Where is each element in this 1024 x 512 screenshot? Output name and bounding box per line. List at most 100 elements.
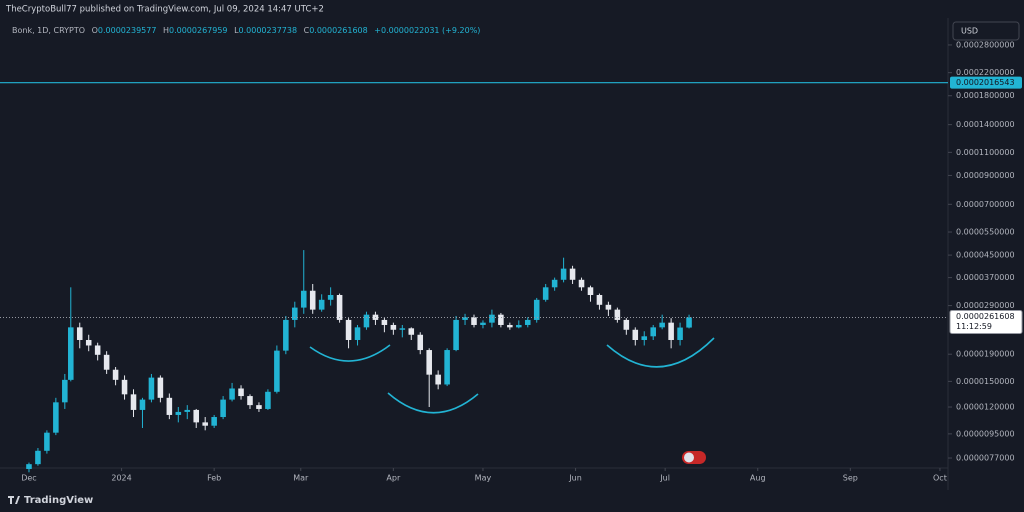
candle-body — [578, 279, 585, 288]
legend-change: +0.0000022031 (+9.20%) — [374, 26, 480, 35]
flag-icon — [684, 452, 694, 463]
candle-body — [68, 327, 74, 380]
candle-body — [166, 397, 173, 415]
x-tick-label: Feb — [207, 474, 221, 483]
candle-body — [300, 290, 307, 308]
candle-body — [26, 464, 32, 469]
candle-body — [453, 319, 459, 351]
price-label: 0.0000261608 — [956, 312, 1015, 321]
brand-logo — [8, 496, 20, 504]
x-tick-label: Dec — [21, 474, 36, 483]
candle-body — [44, 432, 50, 451]
y-tick-label: 0.0000550000 — [956, 228, 1015, 237]
candle-body — [632, 329, 639, 340]
candle-body — [85, 339, 92, 346]
event-flag — [682, 451, 706, 464]
candle-body — [345, 319, 352, 340]
candle-body — [480, 322, 486, 325]
candle-body — [112, 369, 119, 380]
candle-body — [336, 295, 343, 320]
candle-body — [569, 268, 576, 280]
candle-body — [533, 299, 540, 320]
candle-body — [435, 374, 441, 385]
candle-body — [193, 409, 200, 423]
x-tick-label: Mar — [293, 474, 309, 483]
x-tick-label: 2024 — [111, 474, 131, 483]
candle-body — [327, 295, 334, 300]
legend-label: C — [304, 26, 310, 35]
candle-body — [516, 324, 522, 328]
candle-body — [551, 279, 558, 288]
candle-body — [121, 379, 128, 395]
arc-annotation — [606, 337, 715, 368]
y-tick-label: 0.0000450000 — [956, 251, 1015, 260]
candle-body — [175, 411, 182, 415]
symbol: Bonk, 1D, CRYPTO — [12, 26, 85, 35]
candle-body — [650, 327, 656, 337]
candles — [26, 250, 692, 473]
legend-label: H — [163, 26, 169, 35]
candle-body — [596, 295, 603, 305]
candle-body — [462, 317, 468, 320]
legend-label: L — [234, 26, 239, 35]
y-tick-label: 0.0001800000 — [956, 91, 1015, 100]
candle-body — [542, 287, 549, 300]
candle-body — [659, 322, 665, 328]
candle-body — [76, 327, 83, 340]
candle-body — [587, 287, 594, 296]
candle-body — [157, 377, 164, 398]
brand: TradingView — [8, 495, 93, 506]
horizontal-line-label-box — [950, 76, 1022, 89]
candle-body — [489, 314, 495, 323]
candle-body — [283, 319, 289, 351]
currency-button[interactable] — [952, 21, 1020, 41]
candle-body — [524, 319, 531, 325]
candle-body — [292, 307, 298, 320]
y-tick-label: 0.0002200000 — [956, 68, 1015, 77]
legend-value: 0.0000261608 — [309, 26, 368, 35]
candle-body — [605, 304, 612, 310]
x-tick-label: May — [475, 474, 492, 483]
candle-body — [148, 377, 155, 400]
candle-body — [363, 314, 370, 328]
horizontal-line-label: 0.0002016543 — [956, 78, 1015, 87]
candle-body — [381, 319, 388, 325]
candle-body — [103, 354, 110, 370]
candle-body — [53, 402, 59, 433]
y-tick-label: 0.0000150000 — [956, 377, 1015, 386]
price-label-box — [949, 309, 1023, 334]
candle-body — [309, 290, 316, 310]
candle-body — [426, 350, 432, 375]
candle-body — [265, 391, 271, 409]
y-tick-label: 0.0002800000 — [956, 40, 1015, 49]
candle-body — [507, 324, 513, 328]
candle-body — [623, 319, 630, 330]
candle-body — [202, 422, 208, 426]
candle-body — [220, 399, 226, 418]
candle-body — [256, 405, 262, 409]
x-tick-label: Oct — [933, 474, 947, 483]
candle-body — [614, 309, 621, 320]
x-tick-label: Aug — [750, 474, 766, 483]
candle-body — [417, 334, 424, 351]
legend: Bonk, 1D, CRYPTO O0.0000239577 H0.000026… — [12, 26, 480, 35]
candle-body — [211, 417, 217, 426]
legend-value: 0.0000267959 — [169, 26, 228, 35]
candle-body — [94, 345, 101, 355]
legend-value: 0.0000237738 — [239, 26, 298, 35]
candle-body — [238, 388, 244, 397]
currency[interactable]: USD — [961, 27, 978, 36]
y-tick-label: 0.0001400000 — [956, 120, 1015, 129]
candle-body — [184, 409, 191, 412]
y-tick-label: 0.0000120000 — [956, 403, 1015, 412]
y-tick-label: 0.0000095000 — [956, 429, 1015, 438]
y-tick-label: 0.0000700000 — [956, 200, 1015, 209]
candle-body — [498, 314, 504, 325]
arc-annotation — [309, 344, 391, 362]
candle-body — [399, 328, 406, 330]
candle-body — [390, 324, 397, 330]
candle-body — [668, 322, 674, 340]
y-tick-label: 0.0000900000 — [956, 171, 1015, 180]
annotations — [309, 337, 715, 414]
